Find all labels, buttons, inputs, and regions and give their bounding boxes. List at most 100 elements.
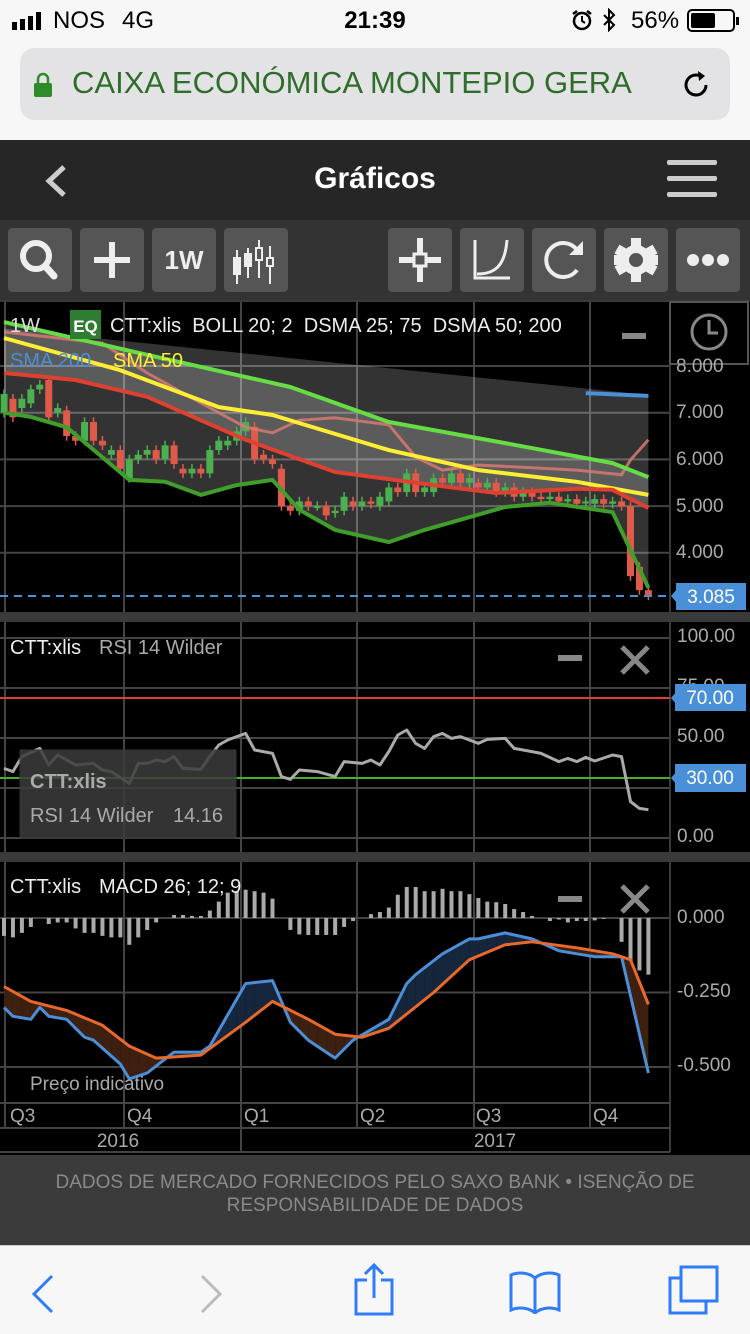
histogram-bar [485, 901, 490, 918]
candle [125, 459, 133, 479]
macd-signal-fill [254, 981, 264, 1016]
candle [555, 496, 563, 502]
app-header: Gráficos [0, 140, 750, 220]
macd-signal-fill [433, 953, 443, 993]
indicative-price-note: Preço indicativo [30, 1074, 164, 1095]
data-disclaimer[interactable]: DADOS DE MERCADO FORNECIDOS PELO SAXO BA… [0, 1155, 750, 1245]
macd-tick: -0.250 [677, 981, 731, 1002]
hamburger-menu-icon[interactable] [667, 160, 717, 200]
panel-divider[interactable] [0, 852, 750, 862]
histogram-bar [449, 891, 454, 918]
bookmarks-icon[interactable] [508, 1270, 562, 1314]
candle [483, 482, 491, 488]
macd-signal-fill [12, 991, 22, 1018]
macd-signal-fill [326, 1029, 336, 1059]
histogram-bar [637, 918, 642, 971]
price-tick: 6.000 [676, 449, 724, 470]
period-button[interactable]: 1W [152, 228, 216, 292]
histogram-bar [431, 891, 436, 918]
gear-icon [614, 238, 658, 282]
chart-type-button[interactable] [224, 228, 288, 292]
candle [72, 436, 80, 441]
more-button[interactable] [676, 228, 740, 292]
histogram-bar [270, 898, 275, 918]
histogram-bar [530, 915, 535, 918]
histogram-bar [145, 918, 150, 930]
candle [582, 501, 590, 504]
refresh-icon [544, 241, 583, 279]
panel-divider[interactable] [0, 612, 750, 622]
histogram-bar [333, 918, 338, 935]
back-icon[interactable] [30, 1274, 56, 1314]
quarter-label: Q1 [244, 1106, 269, 1127]
sma50-label: SMA 50 [113, 350, 183, 372]
dsma-upper-line [3, 330, 650, 477]
minimize-icon[interactable] [558, 655, 582, 661]
address-bar[interactable]: CAIXA ECONÓMICA MONTEPIO GERA [20, 48, 730, 120]
macd-signal-fill [66, 1010, 76, 1029]
overbought-value: 70.00 [686, 688, 734, 709]
histogram-bar [377, 912, 382, 918]
histogram-bar [261, 892, 266, 918]
macd-tick: -0.500 [677, 1055, 731, 1076]
macd-legend-symbol: CTT:xlis [10, 876, 81, 898]
candle [465, 478, 473, 483]
chart-area[interactable]: 1W EQ CTT:xlis BOLL 20; 2 DSMA 25; 75 DS… [0, 300, 750, 1155]
oversold-value: 30.00 [686, 768, 734, 789]
reload-icon[interactable] [680, 68, 714, 102]
macd-signal-fill [120, 1039, 130, 1079]
candle [546, 496, 554, 500]
lock-icon [34, 72, 52, 97]
search-button[interactable] [8, 228, 72, 292]
battery-icon [687, 9, 739, 32]
histogram-bar [198, 915, 203, 918]
year-label: 2016 [97, 1131, 139, 1152]
share-icon[interactable] [353, 1262, 395, 1316]
histogram-bar [521, 912, 526, 918]
refresh-button[interactable] [532, 228, 596, 292]
macd-signal-fill [290, 1010, 300, 1032]
macd-legend: MACD 26; 12; 9 [99, 876, 241, 898]
candle [609, 501, 617, 504]
histogram-bar [592, 918, 597, 921]
quarter-label: Q3 [476, 1106, 501, 1127]
add-button[interactable] [80, 228, 144, 292]
candle [260, 454, 268, 460]
macd-signal-fill [299, 1014, 309, 1041]
add-icon [94, 242, 130, 278]
tooltip-symbol: CTT:xlis [30, 771, 107, 793]
rsi-symbol: CTT:xlis [10, 637, 81, 659]
candle [45, 380, 53, 418]
quarter-label: Q4 [593, 1106, 619, 1127]
indicators-button[interactable] [460, 228, 524, 292]
candle [161, 445, 169, 460]
last-price-value: 3.085 [687, 587, 735, 608]
macd-signal-fill [469, 938, 479, 960]
clock-icon[interactable] [690, 313, 728, 351]
settings-button[interactable] [604, 228, 668, 292]
histogram-bar [646, 918, 651, 975]
url-text[interactable]: CAIXA ECONÓMICA MONTEPIO GERA [72, 65, 632, 100]
browser-toolbar [0, 1245, 750, 1334]
time-range-button[interactable] [669, 301, 749, 365]
candle [376, 496, 384, 507]
oversold-badge [675, 764, 746, 792]
minimize-icon[interactable] [622, 333, 646, 339]
time-axis: Q3 Q4 Q1 Q2 Q3 Q4 2016 2017 [0, 1102, 670, 1153]
candle [36, 384, 44, 390]
crosshair-button[interactable] [388, 228, 452, 292]
minimize-icon[interactable] [558, 896, 582, 902]
macd-panel [2, 887, 651, 1081]
histogram-bar [91, 918, 96, 933]
back-chevron-icon[interactable] [42, 164, 70, 198]
histogram-bar [315, 918, 320, 935]
tabs-icon[interactable] [667, 1264, 721, 1316]
candle [519, 492, 527, 497]
candle [644, 590, 652, 596]
close-icon[interactable] [620, 884, 650, 914]
price-panel [0, 320, 652, 601]
candle [573, 499, 581, 504]
forward-icon[interactable] [198, 1274, 224, 1314]
histogram-bar [172, 915, 177, 918]
close-icon[interactable] [620, 645, 650, 675]
